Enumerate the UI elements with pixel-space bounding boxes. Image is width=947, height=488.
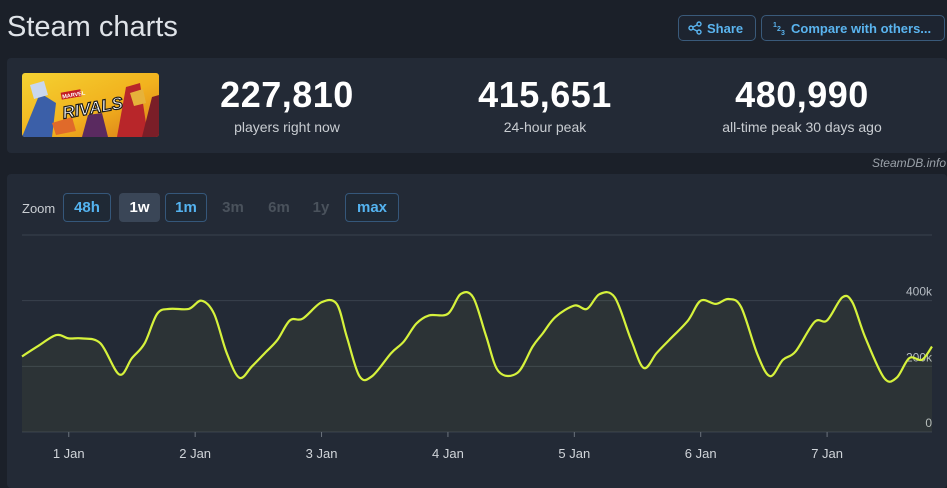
x-tick-label: 5 Jan [558, 446, 590, 461]
x-tick-label: 4 Jan [432, 446, 464, 461]
y-tick-label: 0 [925, 416, 932, 430]
stats-panel: RIVALS MARVEL 227,810 players right now … [7, 58, 947, 153]
game-logo-image: RIVALS MARVEL [22, 73, 159, 137]
zoom-1w-button[interactable]: 1w [119, 193, 160, 222]
stat-label: 24-hour peak [503, 119, 587, 135]
stat-label: players right now [234, 119, 340, 135]
zoom-1m-button[interactable]: 1m [165, 193, 207, 222]
stat-value: 227,810 [220, 74, 354, 115]
page-title: Steam charts [7, 11, 178, 43]
x-tick-label: 7 Jan [811, 446, 843, 461]
zoom-max-button[interactable]: max [345, 193, 399, 222]
x-tick-label: 3 Jan [306, 446, 338, 461]
svg-text:2: 2 [777, 26, 781, 33]
stat-value: 415,651 [478, 74, 612, 115]
zoom-48h-button[interactable]: 48h [63, 193, 111, 222]
stat-current-players: 227,810 players right now [197, 74, 377, 136]
steamdb-watermark[interactable]: SteamDB.info [871, 156, 946, 170]
x-tick-label: 6 Jan [685, 446, 717, 461]
stat-all-time-peak: 480,990 all-time peak 30 days ago [697, 74, 907, 136]
zoom-3m-button: 3m [222, 199, 244, 216]
y-tick-label: 400k [906, 285, 933, 299]
stat-value: 480,990 [735, 74, 869, 115]
stat-label: all-time peak 30 days ago [722, 119, 882, 135]
game-badge-text: MARVEL [62, 90, 86, 100]
svg-text:1: 1 [773, 22, 777, 29]
svg-text:3: 3 [781, 30, 785, 36]
zoom-1y-button: 1y [312, 199, 330, 216]
x-tick-label: 1 Jan [53, 446, 85, 461]
series-area [22, 292, 932, 432]
zoom-6m-button: 6m [268, 199, 290, 216]
share-icon [688, 21, 702, 35]
share-button[interactable]: Share [678, 15, 756, 41]
compare-icon: 1 2 3 [773, 22, 785, 36]
stat-24h-peak: 415,651 24-hour peak [455, 74, 635, 136]
series-line [21, 291, 933, 383]
share-label: Share [707, 20, 744, 36]
game-thumbnail[interactable]: RIVALS MARVEL [22, 73, 159, 137]
compare-label: Compare with others... [791, 20, 932, 36]
x-tick-label: 2 Jan [179, 446, 211, 461]
compare-button[interactable]: 1 2 3 Compare with others... [761, 15, 945, 41]
zoom-label: Zoom [22, 201, 56, 216]
